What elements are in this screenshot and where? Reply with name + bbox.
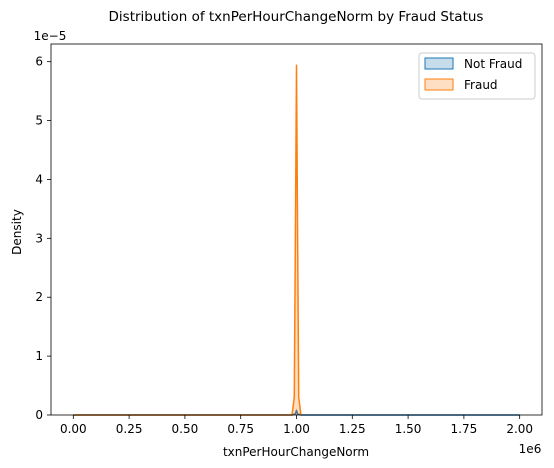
y-tick-label: 5 [35, 114, 43, 128]
x-tick-label: 0.00 [60, 422, 87, 436]
legend-swatch-fraud [424, 78, 454, 91]
plot-area: 0.00 0.25 0.50 0.75 1.00 1.25 1.50 1.75 2.00 0 1 2 3… [35, 43, 543, 436]
x-tick-label: 1.25 [339, 422, 366, 436]
y-tick-label: 6 [35, 55, 43, 69]
legend-swatch-not-fraud [424, 57, 454, 70]
y-tick-label: 3 [35, 231, 43, 245]
x-tick-label: 0.75 [227, 422, 254, 436]
x-axis-label: txnPerHourChangeNorm [223, 445, 369, 459]
y-axis-label: Density [10, 209, 24, 255]
y-tick-label: 4 [35, 172, 43, 186]
x-tick-label: 0.25 [116, 422, 143, 436]
x-tick-label: 0.50 [172, 422, 199, 436]
x-tick-label: 1.75 [451, 422, 478, 436]
series-line-fraud [73, 64, 302, 416]
x-tick-label: 1.50 [395, 422, 422, 436]
legend-frame [418, 52, 536, 100]
legend-label-fraud: Fraud [464, 78, 498, 92]
legend: Not Fraud Fraud [418, 52, 536, 100]
y-tick-label: 1 [35, 349, 43, 363]
y-offset-text: 1e−5 [34, 29, 67, 43]
x-offset-text: 1e6 [519, 442, 542, 456]
y-tick-label: 2 [35, 290, 43, 304]
chart-title: Distribution of txnPerHourChangeNorm by … [109, 9, 484, 25]
x-tick-label: 1.00 [283, 422, 310, 436]
legend-label-not-fraud: Not Fraud [464, 57, 522, 71]
y-tick-label: 0 [35, 408, 43, 422]
x-tick-label: 2.00 [506, 422, 533, 436]
